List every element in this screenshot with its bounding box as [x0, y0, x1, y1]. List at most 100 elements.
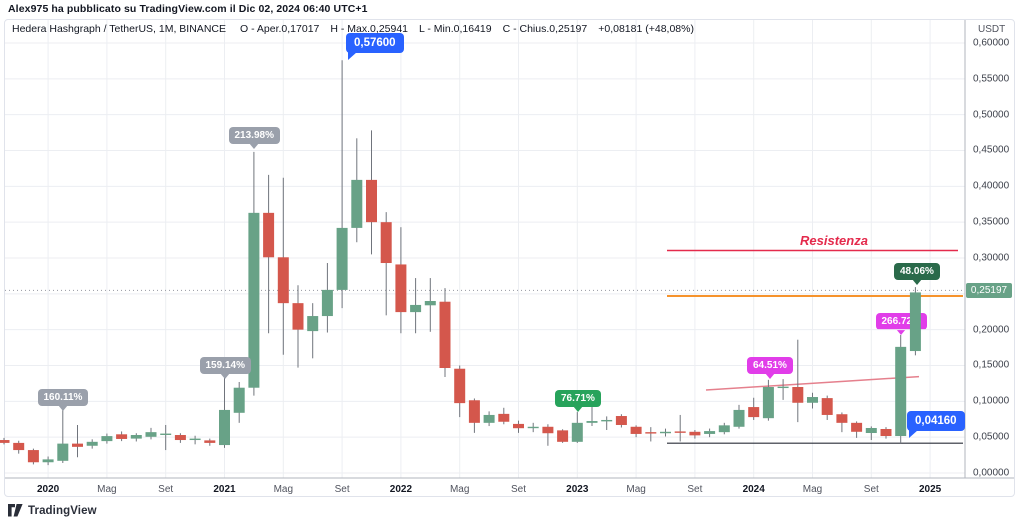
candle-body: [86, 441, 98, 446]
time-tick-month: Set: [158, 484, 174, 495]
candle-body: [454, 368, 466, 404]
candle-body: [366, 179, 377, 223]
callout-tail: [348, 52, 357, 60]
candle-body: [527, 426, 539, 429]
price-tick-label: 0,40000: [973, 180, 1010, 192]
price-tick-label: 0,05000: [973, 431, 1010, 443]
candle-body: [101, 436, 113, 442]
callout-pct-jan-2023[interactable]: 76.71%: [555, 390, 601, 412]
candle-body: [674, 431, 686, 433]
candle-body: [880, 428, 892, 437]
price-tick-label: 0,45000: [973, 144, 1010, 156]
current-price-label: 0,25197: [966, 283, 1012, 299]
candle-body: [233, 387, 245, 413]
candle-body: [321, 289, 333, 317]
callout-low-nov-2024[interactable]: 0,04160: [907, 411, 965, 438]
candle-body: [13, 442, 25, 451]
time-tick-month: Mag: [273, 484, 294, 495]
time-tick-month: Set: [334, 484, 350, 495]
time-tick-month: Set: [863, 484, 879, 495]
candle-body: [777, 386, 789, 389]
price-tick-label: 0,30000: [973, 252, 1010, 264]
diagonal-trendline: [705, 375, 920, 391]
legend-high: H - Max.0,25941: [330, 23, 409, 35]
candle-body: [851, 422, 863, 432]
candle-body: [895, 346, 907, 437]
candle-body: [204, 440, 216, 443]
price-tick-label: 0,10000: [973, 395, 1010, 407]
candle-body: [219, 409, 230, 446]
candle-body: [424, 300, 436, 306]
callout-pct-jan-2021[interactable]: 159.14%: [199, 357, 251, 379]
time-tick-month: Set: [510, 484, 527, 495]
price-tick-label: 0,60000: [973, 37, 1010, 49]
candle-body: [189, 438, 201, 441]
candle-body: [145, 432, 157, 437]
candle-body: [248, 212, 260, 388]
price-tick-label: 0,15000: [973, 359, 1010, 371]
candle-body: [277, 257, 289, 304]
candle-body: [160, 433, 172, 435]
callout-tail: [911, 279, 922, 285]
candle-body: [542, 426, 554, 434]
legend-open: O - Aper.0,17017: [239, 23, 320, 35]
callout-tail: [249, 143, 260, 149]
callout-high-sep-2021[interactable]: 0,57600: [346, 33, 404, 60]
time-tick-year: 2024: [742, 484, 765, 495]
candle-body: [807, 397, 818, 403]
candle-body: [116, 434, 128, 439]
candle-body: [336, 227, 348, 290]
candle-body: [836, 414, 848, 423]
candle-body: [483, 414, 495, 423]
candle-body: [292, 303, 304, 330]
price-tick-label: 0,20000: [973, 324, 1010, 336]
time-tick-month: Mag: [626, 484, 646, 495]
candle-body: [72, 443, 83, 447]
resistance-label: Resistenza: [800, 233, 868, 249]
candle-body: [762, 386, 774, 419]
symbol-legend[interactable]: Hedera Hashgraph / TetherUS, 1M, BINANCE…: [12, 23, 705, 35]
callout-pct-feb-2020[interactable]: 160.11%: [37, 389, 89, 411]
legend-close: C - Chius.0,25197: [502, 23, 588, 35]
candle-body: [439, 301, 451, 369]
price-axis-unit: USDT: [978, 24, 1006, 35]
price-tick-label: 0,00000: [973, 467, 1010, 479]
candle-body: [42, 459, 54, 463]
candle-body: [865, 427, 877, 434]
time-tick-year: 2025: [918, 484, 942, 495]
callout-pct-feb-2024[interactable]: 64.51%: [747, 357, 793, 379]
candle-body: [689, 431, 701, 436]
callout-pct-mar-2021[interactable]: 213.98%: [228, 127, 280, 149]
callout-pct-dec-2024[interactable]: 48.06%: [894, 263, 940, 285]
watermark-text: TradingView: [28, 504, 97, 517]
candle-body: [307, 316, 319, 332]
time-tick-month: Set: [687, 484, 703, 495]
candle-body: [586, 421, 598, 423]
candle-body: [630, 426, 642, 434]
time-tick-month: Mag: [97, 484, 117, 495]
callout-tail: [572, 406, 583, 412]
time-tick-year: 2021: [213, 484, 236, 495]
candle-body: [410, 304, 422, 313]
candle-body: [351, 179, 363, 228]
callout-tail: [57, 405, 68, 411]
candle-body: [27, 450, 39, 463]
price-tick-label: 0,50000: [973, 109, 1010, 121]
symbol-title: Hedera Hashgraph / TetherUS, 1M, BINANCE: [12, 23, 226, 35]
candle-body: [395, 264, 407, 313]
candle-body: [468, 400, 480, 423]
candle-body: [909, 292, 921, 352]
candle-body: [615, 416, 627, 425]
candle-body: [174, 435, 186, 441]
tradingview-watermark[interactable]: TradingView: [8, 504, 97, 517]
candle-body: [498, 413, 510, 422]
candle-body: [557, 430, 569, 442]
candle-body: [263, 212, 275, 258]
callout-tail: [220, 373, 231, 379]
candle-body: [821, 398, 833, 415]
time-tick-month: Mag: [802, 484, 823, 495]
candle-body: [57, 443, 69, 461]
callout-tail: [896, 329, 907, 335]
